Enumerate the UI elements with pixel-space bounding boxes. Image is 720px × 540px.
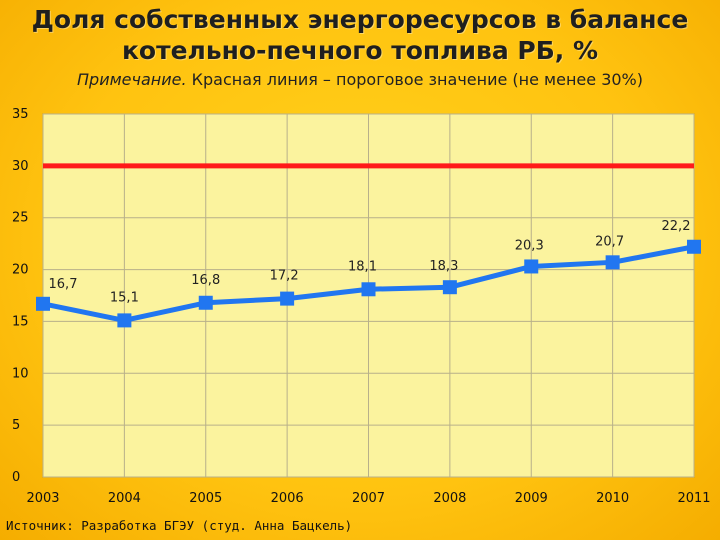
data-point <box>36 296 50 311</box>
data-point <box>117 313 132 328</box>
x-tick-label: 2003 <box>26 491 59 506</box>
data-point <box>524 259 539 274</box>
data-label: 20,7 <box>595 234 624 249</box>
x-tick-label: 2011 <box>677 491 710 506</box>
note-text: Красная линия – пороговое значение (не м… <box>186 70 643 89</box>
y-tick-label: 10 <box>12 366 29 381</box>
data-label: 15,1 <box>110 290 139 305</box>
data-point <box>687 239 701 254</box>
series-markers <box>36 239 701 328</box>
chart-note: Примечание. Красная линия – пороговое зн… <box>0 70 720 89</box>
x-tick-label: 2009 <box>515 491 548 506</box>
x-tick-label: 2007 <box>352 491 385 506</box>
data-label: 17,2 <box>270 269 299 284</box>
title-line-1: Доля собственных энергоресурсов в баланс… <box>31 5 689 34</box>
data-label: 16,7 <box>49 277 78 292</box>
data-label: 18,3 <box>429 259 458 274</box>
x-tick-label: 2004 <box>108 491 141 506</box>
data-point <box>361 282 376 297</box>
data-label: 22,2 <box>662 219 691 234</box>
note-lead: Примечание. <box>77 70 187 89</box>
y-axis-ticks: 0 5 10 15 20 25 30 35 <box>12 107 29 485</box>
chart-title: Доля собственных энергоресурсов в баланс… <box>0 4 720 66</box>
x-tick-label: 2010 <box>596 491 629 506</box>
data-point <box>605 255 620 270</box>
data-point <box>198 295 213 310</box>
y-tick-label: 25 <box>12 211 29 226</box>
y-tick-label: 30 <box>12 159 29 174</box>
y-tick-label: 15 <box>12 314 29 329</box>
data-labels: 16,7 15,1 16,8 17,2 18,1 18,3 20,3 20,7 22,2 <box>49 219 691 306</box>
gridlines <box>42 113 695 478</box>
x-tick-label: 2006 <box>271 491 304 506</box>
source-note: Источник: Разработка БГЭУ (студ. Анна Ба… <box>6 518 353 533</box>
data-label: 16,8 <box>191 273 220 288</box>
x-axis-ticks: 2003 2004 2005 2006 2007 2008 2009 2010 2011 <box>26 491 710 506</box>
data-label: 18,1 <box>348 259 377 274</box>
y-tick-label: 5 <box>12 418 20 433</box>
x-tick-label: 2008 <box>433 491 466 506</box>
x-tick-label: 2005 <box>189 491 222 506</box>
title-line-2: котельно-печного топлива РБ, % <box>121 36 599 65</box>
data-point <box>280 291 295 306</box>
y-tick-label: 0 <box>12 470 20 485</box>
data-label: 20,3 <box>515 238 544 253</box>
y-tick-label: 35 <box>12 107 29 122</box>
data-point <box>442 280 457 295</box>
y-tick-label: 20 <box>12 263 29 278</box>
